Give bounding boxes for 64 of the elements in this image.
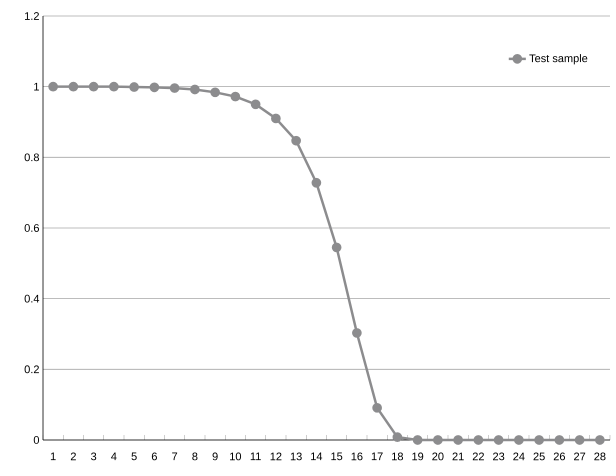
x-tick-label: 10 — [230, 452, 242, 460]
legend-label: Test sample — [529, 54, 588, 64]
x-tick-label: 21 — [452, 452, 464, 460]
point — [433, 435, 443, 445]
point — [170, 83, 180, 93]
point — [332, 242, 342, 252]
x-tick-label: 18 — [392, 452, 404, 460]
x-tick-label: 8 — [192, 452, 198, 460]
y-tick-label: 0 — [34, 436, 40, 444]
point — [372, 402, 382, 413]
x-tick-label: 26 — [554, 452, 565, 460]
point — [250, 99, 260, 110]
point — [48, 82, 58, 92]
x-tick-label: 15 — [331, 452, 342, 460]
point — [554, 435, 564, 445]
x-tick-label: 13 — [290, 452, 302, 460]
point — [474, 435, 484, 445]
point — [109, 82, 119, 92]
x-tick-label: 24 — [513, 452, 525, 460]
point — [514, 435, 524, 445]
point — [190, 84, 200, 94]
point — [534, 435, 544, 445]
x-tick-label: 12 — [270, 452, 282, 460]
point — [595, 435, 605, 445]
x-tick-label: 11 — [250, 452, 261, 460]
point — [230, 92, 240, 102]
x-tick-label: 28 — [594, 452, 606, 460]
y-tick-label: 0.4 — [24, 294, 40, 303]
x-tick-label: 20 — [432, 452, 444, 460]
y-tick-label: 1.2 — [25, 12, 39, 20]
x-tick-label: 22 — [472, 452, 484, 460]
x-tick-label: 7 — [172, 452, 178, 460]
x-tick-label: 17 — [372, 452, 383, 460]
point — [412, 435, 422, 445]
x-tick-label: 4 — [111, 452, 117, 460]
x-tick-label: 9 — [212, 452, 218, 460]
point — [494, 435, 504, 445]
point — [453, 435, 463, 445]
y-tick-label: 0.6 — [24, 224, 39, 232]
point — [88, 82, 98, 92]
point — [271, 114, 281, 124]
x-tick-label: 23 — [493, 452, 504, 460]
point — [210, 87, 220, 98]
point — [392, 432, 402, 442]
point — [68, 82, 78, 92]
point — [574, 435, 584, 445]
y-tick-label: 1 — [34, 82, 39, 90]
y-tick-label: 0.2 — [24, 365, 39, 374]
point — [150, 82, 160, 92]
x-tick-label: 5 — [132, 452, 137, 460]
x-tick-label: 3 — [90, 452, 96, 460]
x-tick-label: 27 — [574, 452, 586, 460]
y-tick-label: 0.8 — [24, 153, 39, 162]
x-tick-label: 6 — [152, 452, 157, 460]
point — [129, 82, 139, 92]
x-tick-label: 2 — [70, 452, 76, 460]
x-tick-label: 14 — [311, 452, 322, 460]
x-tick-label: 16 — [352, 452, 363, 460]
point — [312, 178, 322, 188]
x-tick-label: 25 — [534, 452, 545, 460]
point — [291, 136, 301, 146]
x-tick-label: 19 — [412, 452, 424, 460]
x-tick-label: 1 — [50, 452, 56, 460]
point — [352, 328, 362, 338]
